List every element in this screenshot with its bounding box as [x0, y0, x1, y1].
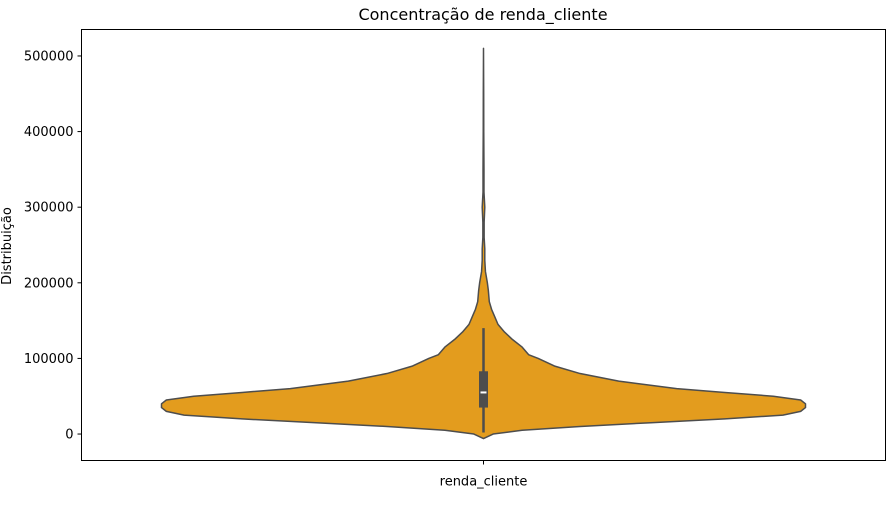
box-median — [480, 391, 487, 394]
violin-group — [160, 47, 807, 440]
y-tick-label: 0 — [65, 428, 73, 443]
y-tick-label: 300000 — [24, 201, 74, 216]
violin-body — [160, 47, 807, 440]
y-axis-label: Distribuição — [0, 207, 15, 285]
box-iqr — [479, 371, 488, 408]
chart-title: Concentração de renda_cliente — [358, 5, 607, 25]
x-tick-label: renda_cliente — [440, 475, 528, 490]
y-axis-ticks: 0 100000 200000 300000 400000 500000 — [24, 49, 82, 443]
box-group — [479, 328, 488, 433]
y-tick-label: 400000 — [24, 125, 74, 140]
y-tick-label: 500000 — [24, 49, 74, 64]
y-tick-label: 200000 — [24, 276, 74, 291]
y-tick-label: 100000 — [24, 352, 74, 367]
x-axis-ticks: renda_cliente — [440, 460, 528, 490]
plot-frame — [81, 29, 886, 461]
